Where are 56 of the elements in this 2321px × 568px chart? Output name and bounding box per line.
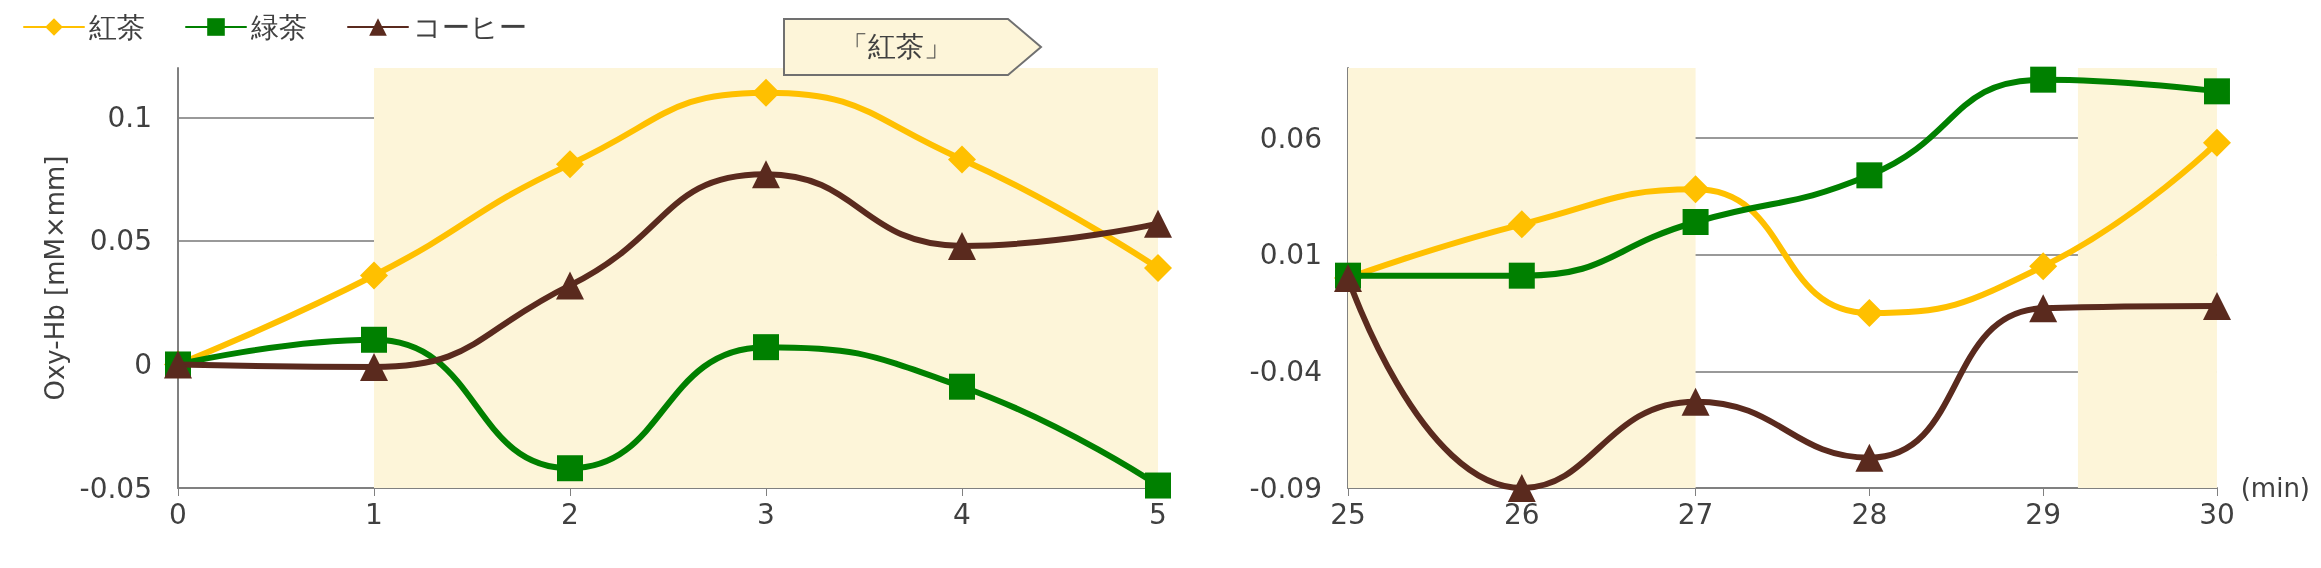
y-tick-label: 0.01 [1259,238,1322,272]
point [557,455,583,482]
x-axis-title: (min) [2240,473,2311,503]
point [1855,299,1884,327]
point [752,160,780,189]
x-tick-label: 4 [953,497,971,531]
arrow-tag: 「紅茶」 [783,18,1043,76]
x-tick-label: 27 [1677,497,1714,531]
point [948,231,976,260]
point [556,150,584,179]
y-tick-label: -0.05 [79,471,152,505]
y-tick-label: -0.09 [1249,471,1322,505]
x-tick-label: 26 [1503,497,1540,531]
point [1508,262,1535,289]
point [1145,472,1171,499]
point [1144,254,1172,283]
point [2029,252,2058,281]
point [1682,209,1709,235]
x-tick-label: 28 [1851,497,1888,531]
y-tick-label: 0 [134,347,152,381]
x-tick-label: 30 [2199,497,2235,531]
x-tick-label: 1 [365,497,383,531]
x-tick-label: 29 [2025,497,2061,531]
point [948,145,976,174]
point [753,334,779,361]
y-tick-label: -0.04 [1249,354,1322,388]
x-tick-label: 0 [169,497,187,531]
point [752,78,780,107]
point [1681,387,1710,416]
point [1507,210,1536,239]
point [556,271,584,300]
legend-label: 紅茶 [89,10,145,44]
x-tick-label: 5 [1149,497,1167,531]
y-tick-label: 0.1 [107,100,152,134]
y-axis-title: Oxy-Hb [mM×mm] [40,155,70,401]
y-tick-label: 0.05 [89,224,152,258]
point [949,373,975,400]
point [360,352,388,381]
point [2202,128,2231,157]
legend-label: 緑茶 [250,10,307,44]
x-tick-label: 3 [757,497,775,531]
point [2203,78,2230,105]
x-tick-label: 2 [561,497,579,531]
y-tick-label: 0.06 [1259,121,1322,155]
point [1681,175,1710,204]
x-tick-label: 25 [1330,497,1366,531]
point [361,326,387,353]
point [2029,294,2058,323]
point [1507,474,1536,502]
point [2030,66,2057,93]
point [2202,292,2231,320]
point [1856,162,1883,189]
point [360,261,388,290]
point [1144,209,1172,238]
legend-label: コーヒー [413,10,527,44]
point [1855,443,1884,472]
